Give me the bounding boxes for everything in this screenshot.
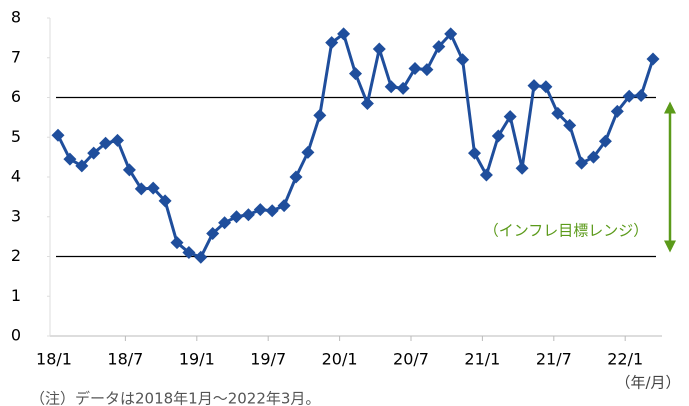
data-point — [503, 110, 517, 124]
y-tick-label: 3 — [11, 206, 21, 225]
data-point — [122, 163, 136, 177]
data-point — [479, 168, 493, 182]
data-point — [610, 104, 624, 118]
data-point — [87, 146, 101, 160]
note: （注）データは2018年1月～2022年3月。 — [30, 390, 320, 406]
data-point — [384, 80, 398, 94]
data-point — [134, 182, 148, 196]
data-point — [360, 96, 374, 110]
x-tick-label: 22/1 — [607, 350, 643, 369]
data-point — [230, 210, 243, 224]
x-tick-label: 20/7 — [393, 350, 429, 369]
data-point — [170, 236, 184, 250]
data-point — [420, 63, 434, 77]
data-point — [372, 42, 386, 56]
x-tick-label: 19/1 — [179, 350, 215, 369]
arrow-head — [664, 101, 676, 114]
data-point — [111, 133, 124, 147]
y-tick-label: 4 — [11, 167, 21, 186]
data-point — [51, 128, 65, 142]
y-tick-label: 1 — [11, 286, 21, 305]
data-point — [218, 216, 232, 230]
data-point — [598, 134, 612, 148]
data-point — [289, 170, 303, 184]
x-tick-label: 20/1 — [322, 350, 358, 369]
data-point — [265, 204, 279, 218]
annotation: （インフレ目標レンジ） — [484, 222, 649, 240]
data-point — [551, 106, 565, 120]
y-tick-label: 7 — [11, 47, 21, 66]
y-tick-label: 6 — [11, 87, 21, 106]
data-point — [468, 146, 481, 160]
data-point — [646, 52, 660, 66]
x-tick-label: 19/7 — [250, 350, 286, 369]
data-point — [253, 203, 267, 217]
y-tick-label: 2 — [11, 246, 21, 265]
data-point — [563, 118, 577, 132]
x-tick-label: 21/1 — [464, 350, 500, 369]
data-point — [432, 40, 446, 54]
y-tick-label: 0 — [11, 326, 21, 345]
data-point — [587, 150, 600, 164]
arrow-head — [664, 240, 676, 253]
y-tick-label: 5 — [11, 127, 21, 146]
x-tick-label: 21/7 — [536, 350, 572, 369]
x-tick-label: 18/1 — [36, 350, 72, 369]
data-point — [63, 152, 77, 166]
x-tick-label: 18/7 — [107, 350, 143, 369]
data-point — [99, 136, 113, 150]
data-point — [301, 145, 315, 159]
data-point — [515, 161, 529, 175]
data-point — [277, 199, 291, 213]
data-point — [75, 159, 89, 173]
data-point — [634, 89, 648, 103]
data-point — [313, 108, 327, 122]
data-point — [241, 208, 255, 222]
x-unit: （年/月） — [615, 374, 680, 392]
data-point — [622, 89, 636, 103]
data-point — [408, 61, 422, 75]
data-point — [491, 129, 505, 143]
data-point — [575, 156, 589, 170]
data-point — [444, 27, 458, 41]
data-point — [146, 181, 160, 195]
data-point — [325, 36, 339, 50]
data-point — [527, 79, 541, 93]
y-tick-label: 8 — [11, 8, 21, 27]
data-point — [158, 194, 172, 208]
data-point — [194, 250, 208, 264]
data-point — [396, 81, 410, 95]
data-point — [206, 226, 220, 240]
data-point — [337, 27, 351, 41]
data-point — [456, 53, 470, 67]
data-point — [349, 67, 362, 81]
data-point — [182, 246, 196, 260]
data-point — [539, 80, 553, 94]
